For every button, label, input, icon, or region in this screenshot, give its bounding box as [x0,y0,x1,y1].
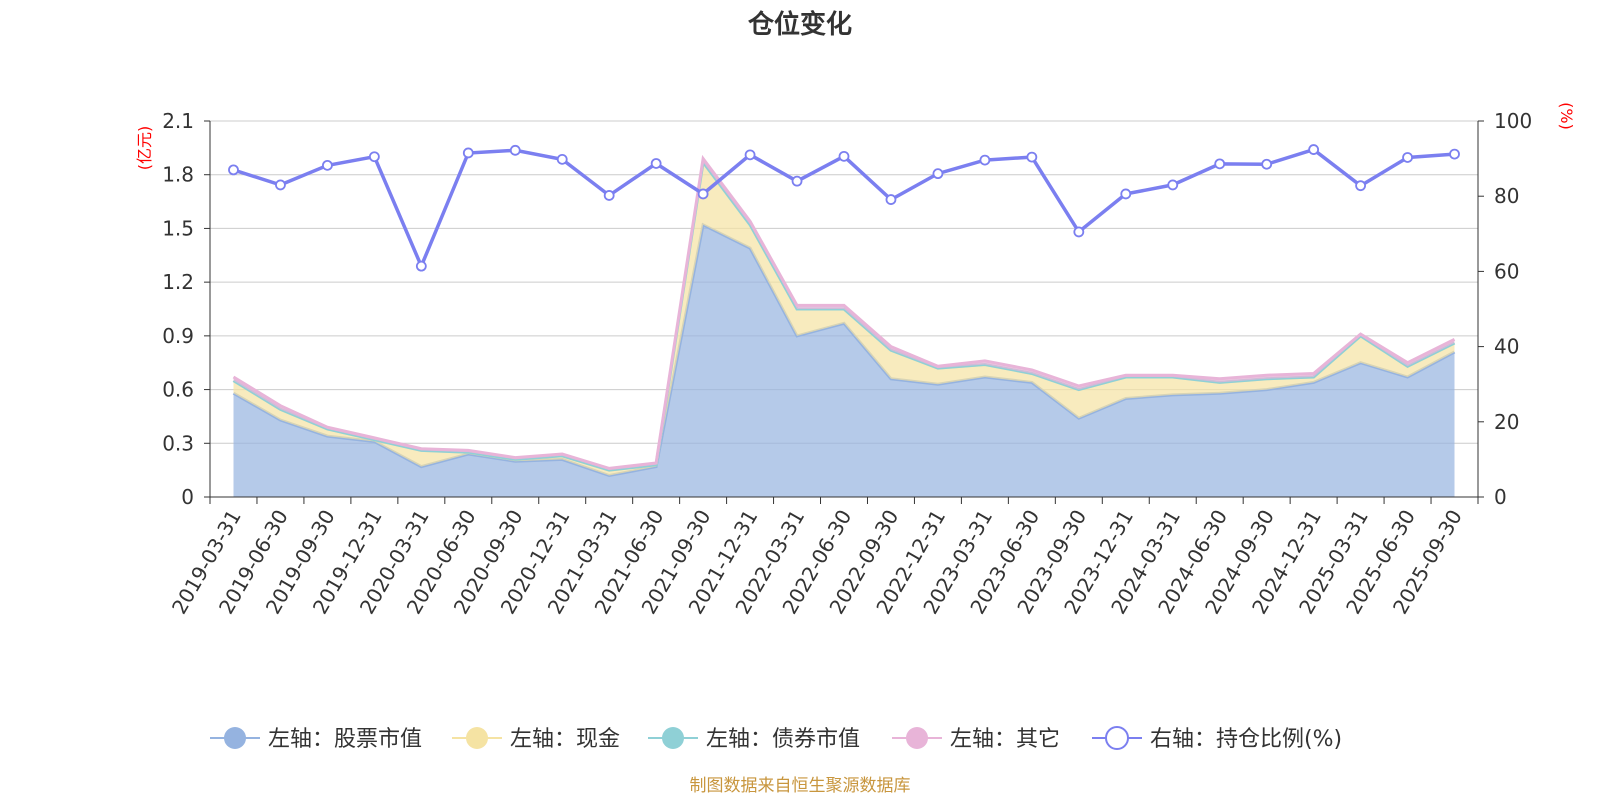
legend-marker [662,727,684,749]
legend-item[interactable]: 左轴：债券市值 [648,727,860,752]
chart-title: 仓位变化 [747,9,852,40]
legend[interactable]: 左轴：股票市值 左轴：现金 左轴：债券市值 左轴：其它 右轴：持仓比例(%) [210,726,1342,752]
left-tick-label: 0.3 [162,431,194,455]
legend-label: 右轴：持仓比例(%) [1150,727,1342,752]
left-tick-label: 1.5 [162,216,194,240]
right-tick-label: 20 [1494,410,1519,434]
ratio-point [791,175,803,187]
ratio-point [368,151,380,163]
ratio-point [744,149,756,161]
ratio-point [322,159,333,171]
right-tick-label: 0 [1494,485,1507,509]
ratio-point [275,179,286,191]
ratio-point [556,153,568,165]
ratio-point [932,168,944,180]
ratio-point [1214,158,1226,170]
series-左轴：其它 [232,154,1456,471]
legend-label: 左轴：其它 [950,727,1060,752]
right-tick-label: 60 [1494,259,1519,283]
right-tick-label: 100 [1494,109,1532,133]
left-tick-label: 1.8 [162,163,194,187]
ratio-point [885,194,897,205]
left-tick-label: 0 [181,485,194,509]
left-tick-label: 0.9 [162,324,194,348]
ratio-point [509,144,521,156]
ratio-point [462,147,474,159]
legend-label: 左轴：现金 [510,727,620,752]
legend-marker [224,727,246,749]
ratio-point [1167,179,1179,191]
ratio-point [838,150,850,162]
area-edge-line [232,154,1456,470]
area-series [232,154,1456,498]
ratio-point [1026,151,1038,163]
left-tick-label: 1.2 [162,270,194,294]
ratio-point [1449,148,1460,160]
ratio-point [1355,180,1366,192]
legend-marker [466,727,488,749]
legend-item[interactable]: 左轴：股票市值 [210,727,422,752]
left-axis-unit: (亿元) [135,126,154,171]
ratio-line-series [228,144,1460,272]
ratio-point [979,154,991,166]
ratio-point [650,158,662,169]
area-fill [233,224,1455,498]
ratio-point [603,190,615,201]
legend-label: 左轴：债券市值 [706,727,860,752]
ratio-point [1073,226,1085,238]
legend-item[interactable]: 左轴：其它 [892,727,1060,752]
legend-item[interactable]: 右轴：持仓比例(%) [1092,726,1342,752]
right-tick-label: 80 [1494,184,1519,208]
left-tick-label: 0.6 [162,378,194,402]
right-tick-label: 40 [1494,335,1519,359]
legend-marker [1105,726,1129,750]
legend-label: 左轴：股票市值 [268,727,422,752]
ratio-point [1308,144,1320,155]
ratio-point [228,164,239,176]
ratio-point [1261,158,1273,170]
legend-item[interactable]: 左轴：现金 [452,727,620,752]
ratio-point [1120,188,1132,200]
ratio-point [1402,152,1413,163]
right-axis-unit: (%) [1557,102,1576,130]
ratio-point [697,188,709,200]
source-note: 制图数据来自恒生聚源数据库 [690,776,911,796]
left-tick-label: 2.1 [162,109,194,133]
ratio-line [232,147,1455,271]
ratio-point [415,260,427,272]
legend-marker [906,727,928,749]
area-fill [233,162,1455,476]
